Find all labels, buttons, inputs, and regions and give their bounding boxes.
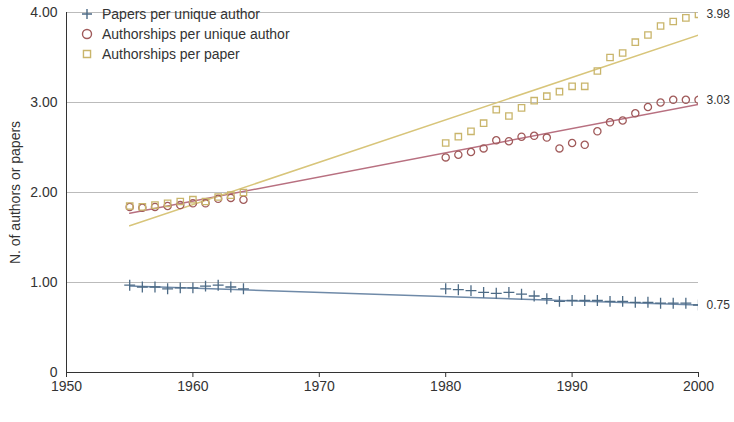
svg-text:1960: 1960 — [177, 378, 208, 394]
svg-text:1990: 1990 — [557, 378, 588, 394]
svg-text:2.00: 2.00 — [30, 184, 57, 200]
svg-text:1970: 1970 — [304, 378, 335, 394]
html-text:Papers per unique author: Papers per unique author — [102, 6, 260, 22]
svg-text:3.03: 3.03 — [707, 93, 731, 107]
svg-text:0.75: 0.75 — [707, 298, 731, 312]
svg-text:2000: 2000 — [683, 378, 714, 394]
svg-text:0: 0 — [49, 364, 58, 380]
html-text:Authorships per unique author: Authorships per unique author — [102, 26, 290, 42]
svg-text:N. of authors or papers: N. of authors or papers — [7, 121, 23, 264]
svg-text:4.00: 4.00 — [30, 4, 57, 20]
html-text:Authorships per paper: Authorships per paper — [102, 46, 240, 62]
svg-text:3.98: 3.98 — [707, 7, 731, 21]
svg-text:3.00: 3.00 — [30, 94, 57, 110]
svg-text:1950: 1950 — [51, 378, 82, 394]
svg-text:1980: 1980 — [430, 378, 461, 394]
svg-text:1.00: 1.00 — [30, 274, 57, 290]
